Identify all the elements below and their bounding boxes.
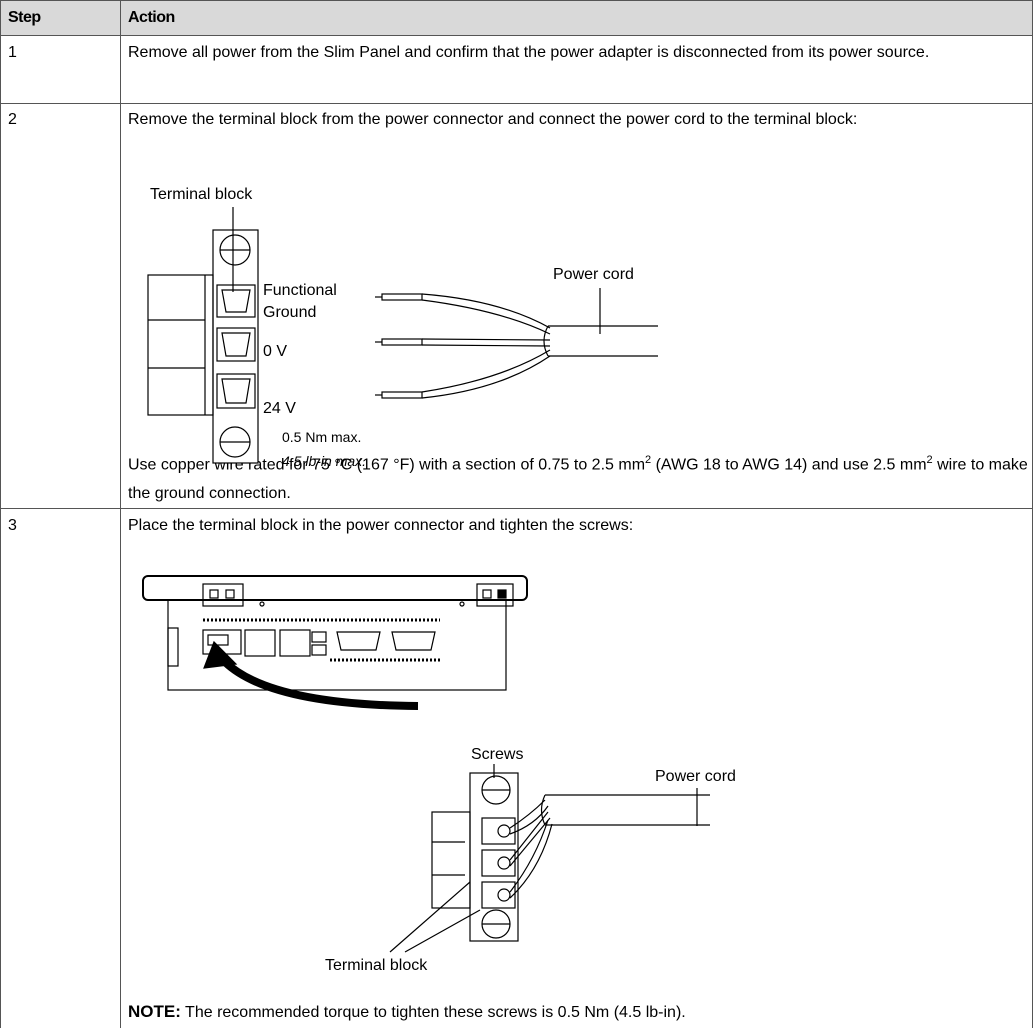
header-action: Action (128, 9, 175, 26)
superscript: 2 (926, 454, 933, 466)
label: Ground (263, 304, 316, 321)
panel-figure: Screws Power cord Terminal block (142, 575, 736, 974)
step-number: 3 (8, 517, 17, 534)
step-text: Place the terminal block in the power co… (128, 517, 634, 534)
label: 0 V (263, 343, 287, 360)
header-cell (0, 0, 120, 35)
label: Screws (471, 746, 523, 763)
label: Terminal block (150, 186, 253, 203)
note-label: NOTE: (128, 1002, 181, 1021)
terminal-block-figure: Terminal block Functional Ground 0 V 24 … (147, 186, 658, 469)
header-cell (120, 0, 1033, 35)
cell (0, 103, 120, 508)
step-text: Remove all power from the Slim Panel and… (128, 44, 930, 61)
superscript: 2 (645, 454, 652, 466)
step-text: Remove the terminal block from the power… (128, 111, 858, 128)
label: Functional (263, 282, 337, 299)
cell (0, 508, 120, 1028)
label: Power cord (553, 266, 634, 283)
note-part: wire to make the ground connection. (128, 456, 1028, 503)
note-part: (AWG 18 to AWG 14) and use 2.5 mm (651, 456, 927, 474)
label: Power cord (655, 768, 736, 785)
label: 24 V (263, 400, 296, 417)
step-number: 2 (8, 111, 17, 128)
label: Terminal block (325, 957, 428, 974)
note-text: The recommended torque to tighten these … (180, 1004, 686, 1021)
label: 0.5 Nm max. (282, 429, 361, 445)
torque-note: NOTE: The recommended torque to tighten … (128, 1000, 1023, 1024)
step-number: 1 (8, 44, 17, 61)
header-step: Step (8, 9, 41, 26)
cell (0, 35, 120, 103)
label: 4.5 lb-in max. (282, 453, 366, 469)
